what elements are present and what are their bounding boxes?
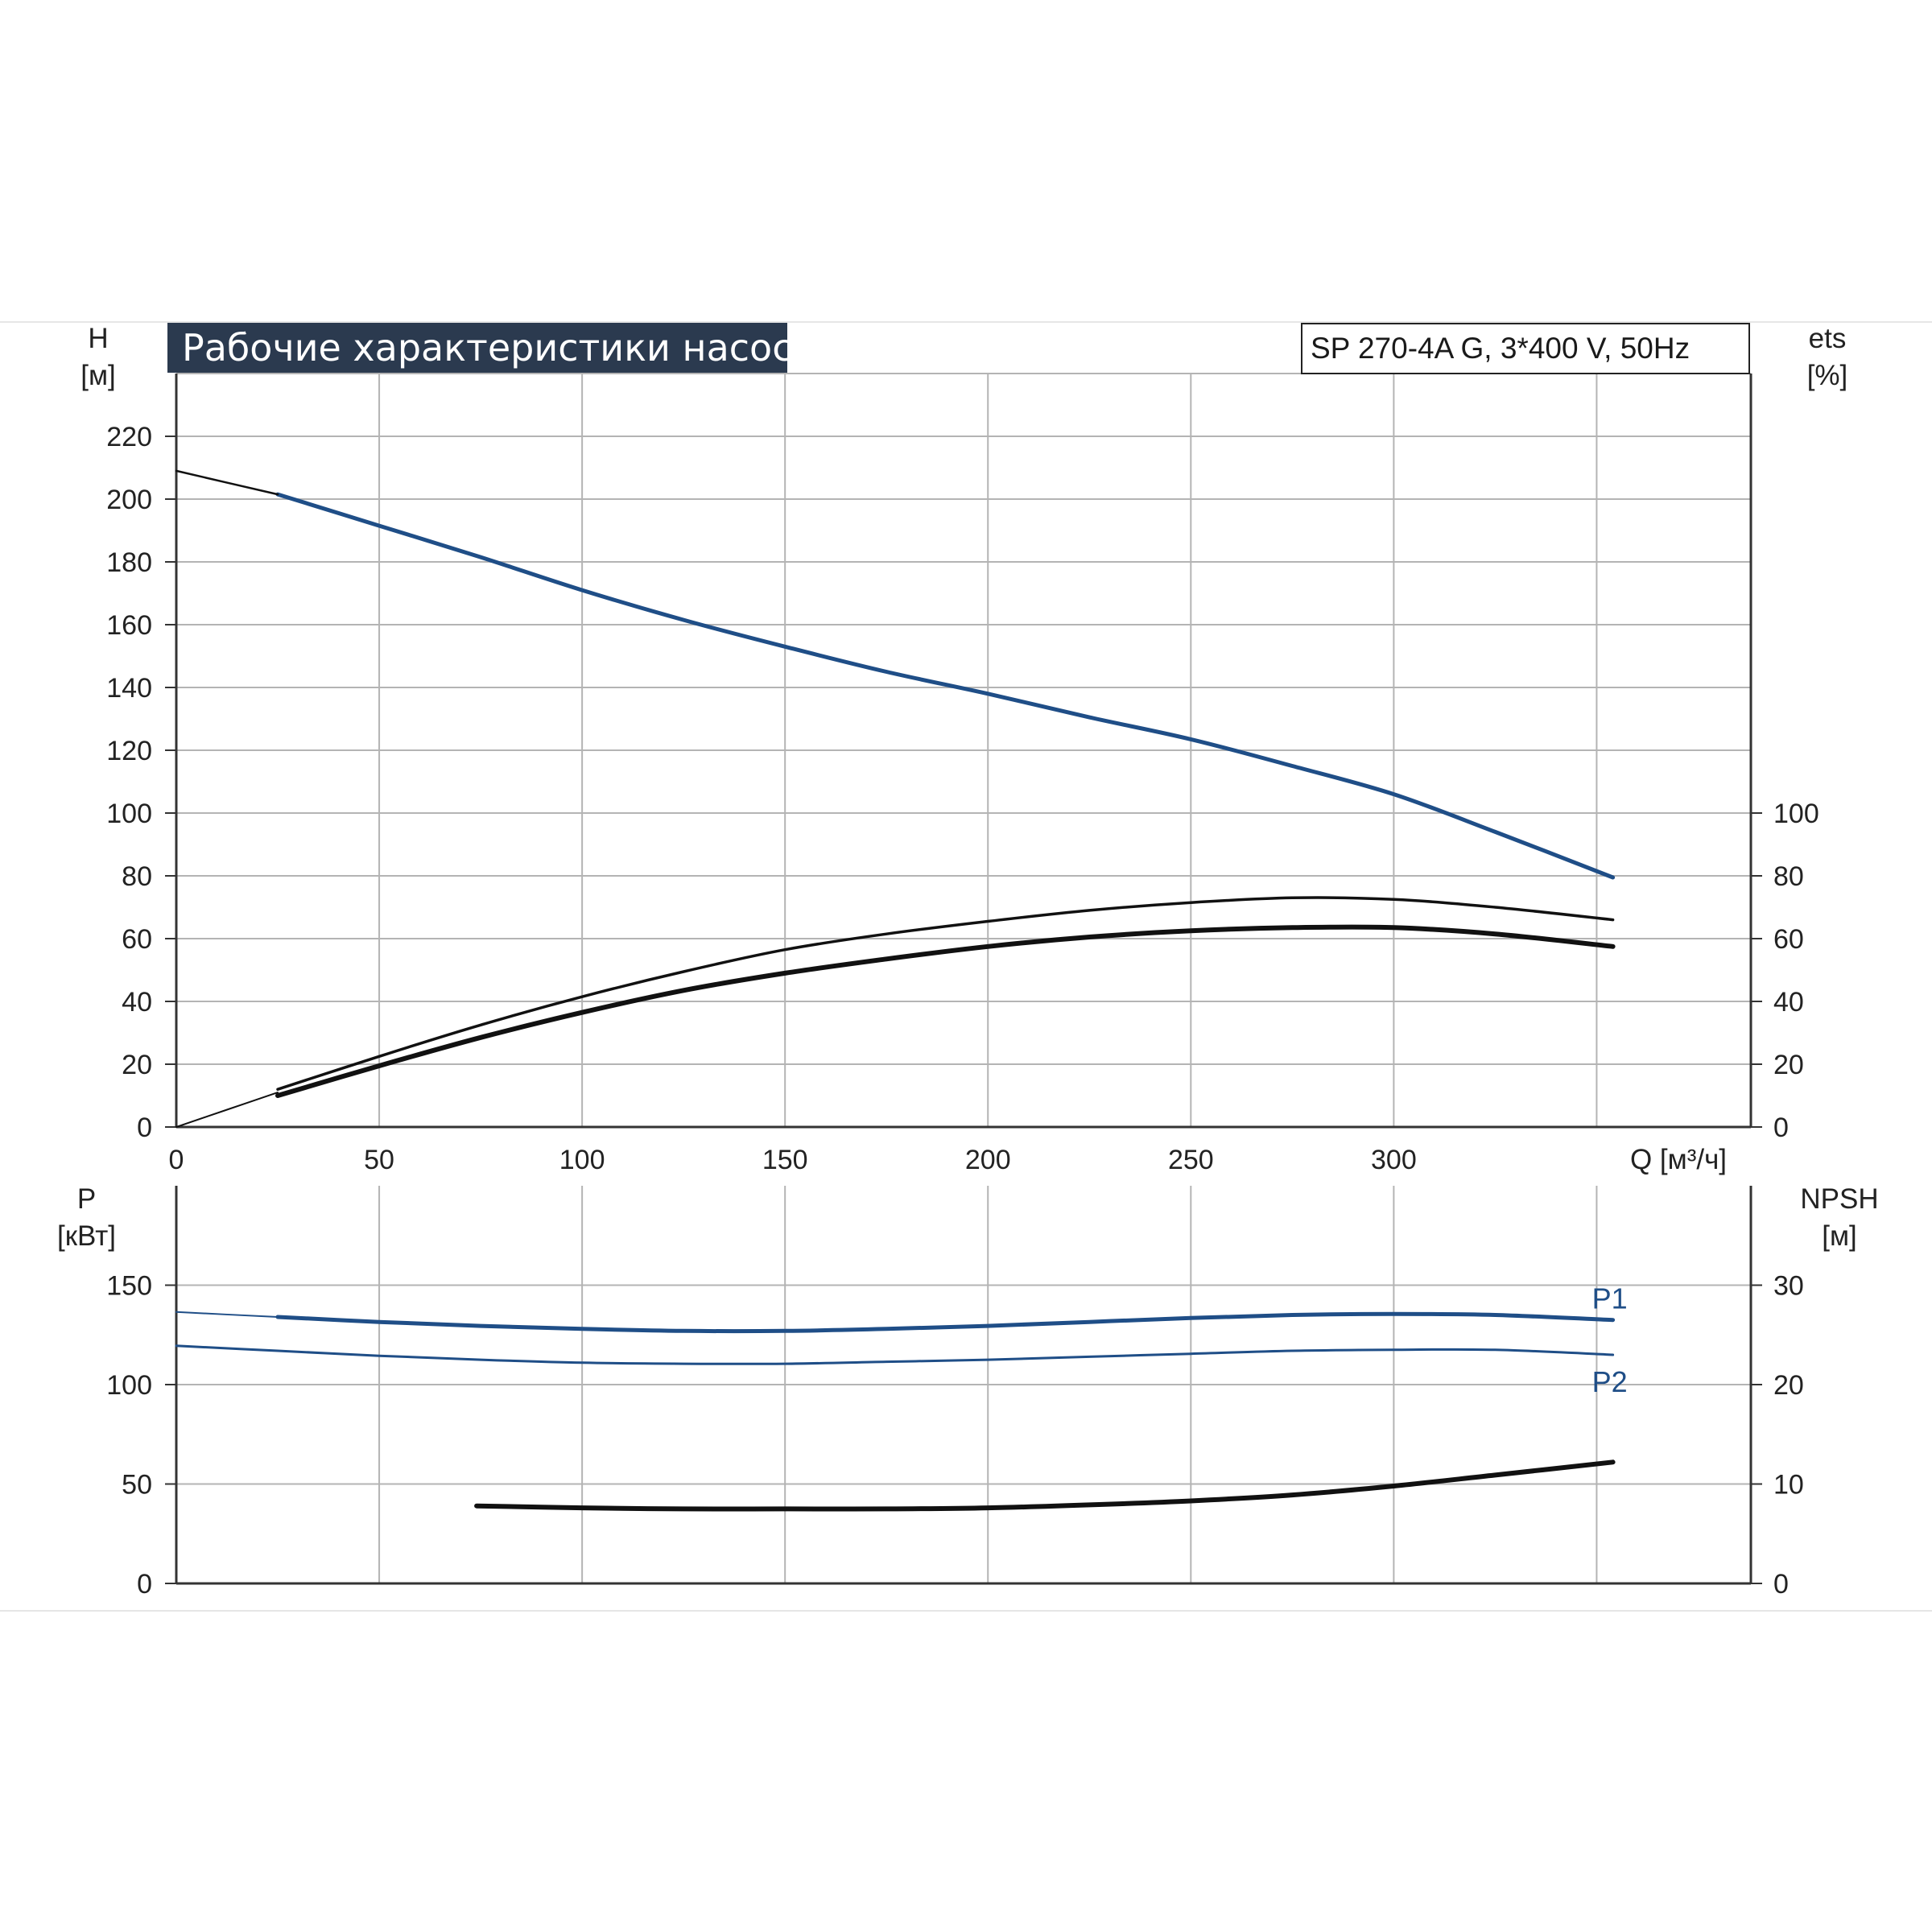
x-tick-label: 300 bbox=[1371, 1145, 1417, 1175]
chart-title: Рабочие характеристики насоса bbox=[167, 323, 787, 373]
top-right-tick-label: 80 bbox=[1773, 861, 1804, 892]
top-right-tick-label: 20 bbox=[1773, 1050, 1804, 1080]
x-tick-label: 250 bbox=[1168, 1145, 1214, 1175]
top-left-tick-label: 0 bbox=[137, 1113, 152, 1143]
x-tick-label: 100 bbox=[559, 1145, 605, 1175]
bottom-right-tick-label: 0 bbox=[1773, 1569, 1789, 1600]
efficiency-axis-symbol: ets bbox=[1808, 323, 1847, 354]
top-right-axis-unit: ets [%] bbox=[1787, 320, 1868, 394]
top-left-tick-label: 200 bbox=[106, 485, 152, 515]
bottom-left-tick-label: 0 bbox=[137, 1569, 152, 1600]
bottom-right-tick-label: 30 bbox=[1773, 1271, 1804, 1302]
bottom-curve-p1 bbox=[275, 1311, 1616, 1334]
x-tick-label: 0 bbox=[169, 1145, 184, 1175]
bottom-curve-3 bbox=[474, 1459, 1616, 1512]
npsh-axis-symbol: NPSH bbox=[1800, 1183, 1879, 1215]
bottom-left-tick-label: 50 bbox=[122, 1470, 152, 1501]
top-left-tick-label: 180 bbox=[106, 547, 152, 578]
series-label-p1: P1 bbox=[1592, 1282, 1628, 1315]
x-tick-label: 50 bbox=[364, 1145, 394, 1175]
top-right-tick-label: 60 bbox=[1773, 924, 1804, 955]
top-curve-1 bbox=[175, 469, 279, 496]
bottom-left-axis-unit: P [кВт] bbox=[40, 1181, 133, 1255]
bottom-right-tick-label: 10 bbox=[1773, 1470, 1804, 1501]
power-axis-unit: [кВт] bbox=[57, 1220, 116, 1252]
x-tick-label: 150 bbox=[762, 1145, 808, 1175]
top-left-tick-label: 20 bbox=[122, 1050, 152, 1080]
top-left-tick-label: 160 bbox=[106, 610, 152, 641]
top-left-axis-unit: H [м] bbox=[66, 320, 130, 394]
top-curve-2 bbox=[276, 896, 1615, 1091]
bottom-curve-p2 bbox=[175, 1344, 1615, 1365]
x-tick-label: 200 bbox=[965, 1145, 1011, 1175]
top-right-tick-label: 100 bbox=[1773, 799, 1819, 829]
series-label-p2: P2 bbox=[1592, 1365, 1628, 1398]
bottom-curve-1 bbox=[175, 1311, 279, 1318]
pump-model-label: SP 270-4A G, 3*400 V, 50Hz bbox=[1301, 323, 1750, 374]
top-curve-0 bbox=[275, 492, 1616, 880]
npsh-axis-unit: [м] bbox=[1822, 1220, 1857, 1252]
head-axis-unit: [м] bbox=[80, 360, 116, 391]
bottom-right-axis-unit: NPSH [м] bbox=[1787, 1181, 1892, 1255]
bottom-left-tick-label: 150 bbox=[106, 1271, 152, 1302]
top-right-tick-label: 0 bbox=[1773, 1113, 1789, 1143]
x-axis-label: Q [м³/ч] bbox=[1629, 1144, 1728, 1175]
top-left-tick-label: 220 bbox=[106, 422, 152, 452]
bottom-left-tick-label: 100 bbox=[106, 1370, 152, 1401]
efficiency-axis-unit: [%] bbox=[1806, 360, 1848, 391]
top-left-tick-label: 140 bbox=[106, 673, 152, 704]
power-axis-symbol: P bbox=[76, 1183, 97, 1215]
top-left-tick-label: 120 bbox=[106, 736, 152, 766]
head-axis-symbol: H bbox=[88, 323, 109, 354]
top-left-tick-label: 60 bbox=[122, 924, 152, 955]
top-curve-4 bbox=[175, 1092, 279, 1128]
top-right-tick-label: 40 bbox=[1773, 987, 1804, 1018]
top-curve-3 bbox=[275, 924, 1616, 1098]
top-left-tick-label: 40 bbox=[122, 987, 152, 1018]
bottom-right-tick-label: 20 bbox=[1773, 1370, 1804, 1401]
top-left-tick-label: 100 bbox=[106, 799, 152, 829]
top-left-tick-label: 80 bbox=[122, 861, 152, 892]
